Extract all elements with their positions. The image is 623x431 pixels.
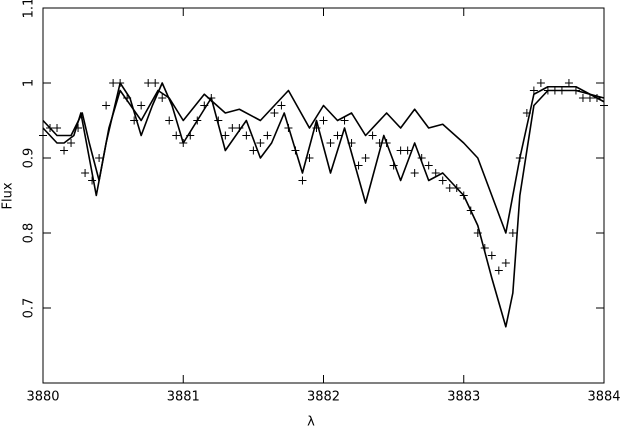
data-point <box>473 229 482 237</box>
data-point <box>46 124 55 132</box>
data-point <box>88 176 97 185</box>
data-point <box>298 176 307 185</box>
y-tick-label: 0.9 <box>22 148 37 169</box>
data-point <box>214 116 223 125</box>
model-line <box>42 85 605 234</box>
data-point <box>123 94 132 102</box>
data-point <box>340 116 349 125</box>
data-point <box>312 124 321 132</box>
data-point <box>550 86 559 95</box>
data-point <box>81 169 90 177</box>
data-point <box>263 131 272 140</box>
data-point <box>53 124 62 132</box>
data-point <box>242 131 251 140</box>
data-point <box>543 86 552 95</box>
data-point <box>186 131 195 140</box>
data-point <box>431 169 440 177</box>
data-point <box>487 251 496 260</box>
data-point <box>333 131 342 140</box>
data-point <box>361 154 370 162</box>
data-point <box>60 146 69 155</box>
x-axis-label: λ <box>307 415 315 430</box>
data-point <box>249 146 258 155</box>
data-point <box>130 116 139 125</box>
data-point <box>305 154 314 162</box>
data-point <box>522 109 531 117</box>
data-point <box>270 109 279 117</box>
data-point <box>165 116 174 125</box>
data-point <box>235 124 244 132</box>
data-point <box>396 146 405 155</box>
data-point <box>172 131 181 140</box>
data-point <box>158 94 167 102</box>
data-point <box>95 154 104 162</box>
data-point <box>403 146 412 155</box>
data-point <box>557 86 566 95</box>
data-point <box>375 139 384 147</box>
y-tick-label: 1 <box>22 79 37 87</box>
data-point <box>67 139 76 147</box>
data-point <box>137 101 146 110</box>
data-point <box>102 101 111 110</box>
data-point <box>207 94 216 102</box>
data-point <box>144 79 153 87</box>
x-tick-label: 3882 <box>307 390 340 405</box>
data-point <box>494 266 503 275</box>
x-tick-label: 3884 <box>587 390 620 405</box>
data-point <box>74 124 83 132</box>
data-point <box>508 229 517 237</box>
data-point <box>109 79 118 87</box>
x-tick-label: 3881 <box>167 390 200 405</box>
data-point <box>466 206 475 215</box>
data-point <box>116 79 125 87</box>
data-point <box>326 139 335 147</box>
data-point <box>410 169 419 177</box>
y-tick-label: 0.8 <box>22 223 37 244</box>
data-point <box>424 161 433 170</box>
data-point <box>179 139 188 147</box>
data-point <box>228 124 237 132</box>
y-axis-label: Flux <box>1 182 16 209</box>
data-point <box>417 154 426 162</box>
data-point <box>529 86 538 95</box>
data-point <box>368 131 377 140</box>
data-point <box>592 94 601 102</box>
data-point <box>536 79 545 87</box>
y-tick-label: 0.7 <box>22 298 37 319</box>
data-point <box>256 139 265 147</box>
data-point <box>452 184 461 192</box>
data-point <box>354 161 363 170</box>
data-point <box>277 101 286 110</box>
data-point <box>438 176 447 185</box>
data-point <box>39 131 47 140</box>
data-point <box>459 191 468 200</box>
x-tick-label: 3883 <box>447 390 480 405</box>
data-point <box>284 124 293 132</box>
data-point <box>515 154 524 162</box>
data-point <box>291 146 300 155</box>
data-point <box>585 94 594 102</box>
data-point <box>600 101 608 110</box>
y-tick-label: 1.1 <box>22 0 37 18</box>
data-point <box>151 79 160 87</box>
data-point <box>347 139 356 147</box>
data-point <box>480 244 489 252</box>
data-point <box>200 101 209 110</box>
data-point <box>501 259 510 267</box>
data-point <box>319 116 328 125</box>
data-point <box>445 184 454 192</box>
data-point <box>221 131 230 140</box>
data-point <box>564 79 573 87</box>
data-point <box>389 161 398 170</box>
data-point <box>382 139 391 147</box>
data-point <box>578 94 587 102</box>
data-point <box>193 116 202 125</box>
data-point <box>571 86 580 95</box>
x-tick-label: 3880 <box>26 390 59 405</box>
